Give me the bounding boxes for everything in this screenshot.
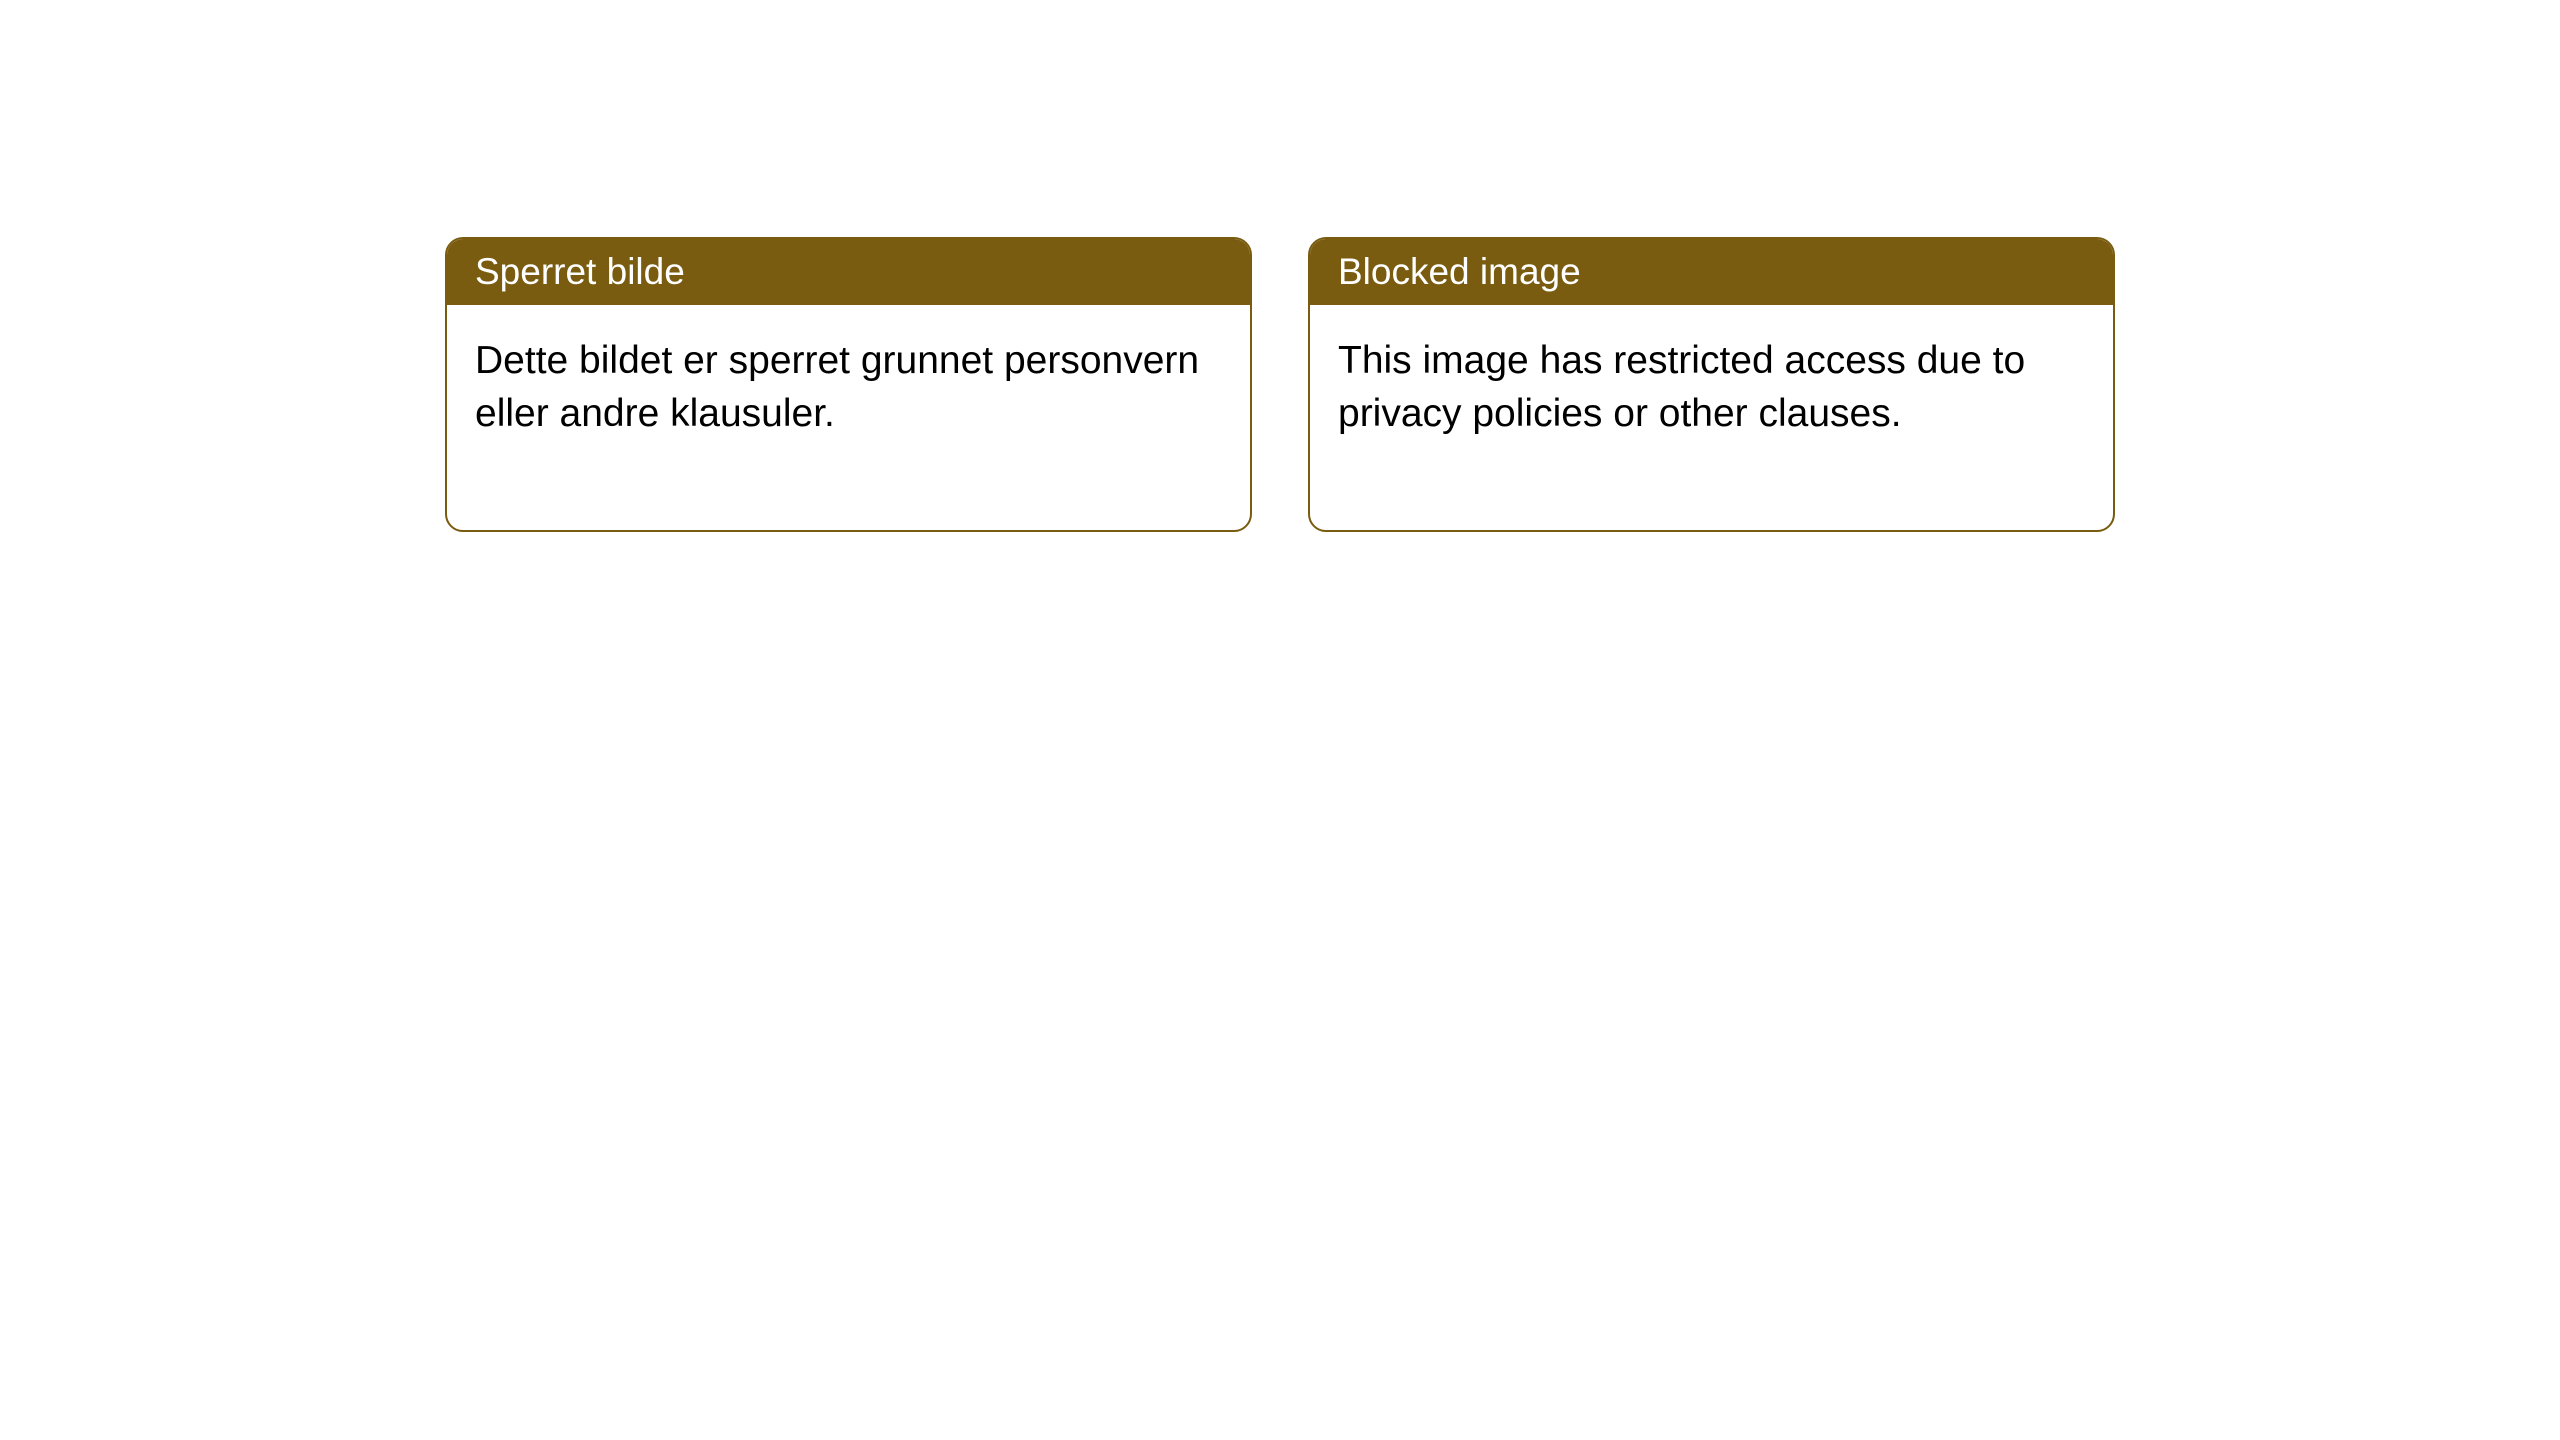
notice-header-right: Blocked image [1310, 239, 2113, 305]
notice-text-left: Dette bildet er sperret grunnet personve… [475, 339, 1199, 435]
notice-text-right: This image has restricted access due to … [1338, 339, 2025, 435]
notice-title-left: Sperret bilde [475, 251, 685, 292]
notice-body-left: Dette bildet er sperret grunnet personve… [447, 305, 1250, 530]
notice-header-left: Sperret bilde [447, 239, 1250, 305]
notice-box-norwegian: Sperret bilde Dette bildet er sperret gr… [445, 237, 1252, 532]
notice-body-right: This image has restricted access due to … [1310, 305, 2113, 530]
notice-container: Sperret bilde Dette bildet er sperret gr… [0, 0, 2560, 532]
notice-title-right: Blocked image [1338, 251, 1581, 292]
notice-box-english: Blocked image This image has restricted … [1308, 237, 2115, 532]
